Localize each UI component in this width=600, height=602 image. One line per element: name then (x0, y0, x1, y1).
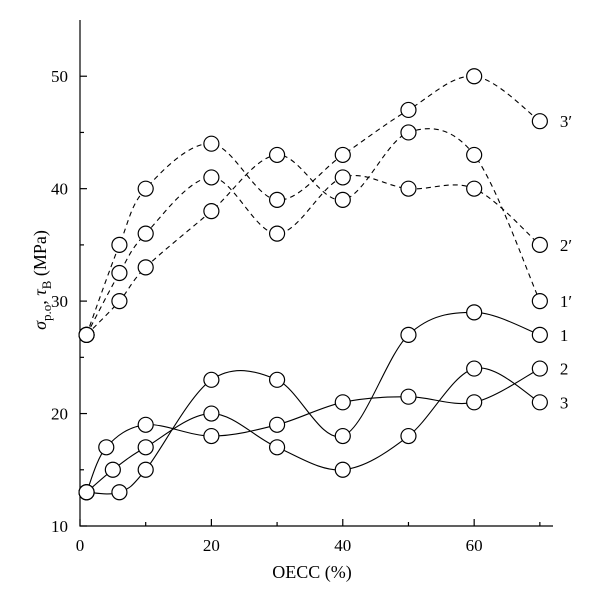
data-point (111, 236, 128, 253)
data-point (268, 191, 286, 209)
data-point (400, 326, 417, 343)
series-curves (86, 75, 541, 495)
data-point (111, 264, 128, 282)
data-point (400, 388, 417, 405)
x-tick-label: 40 (334, 536, 351, 555)
data-point (466, 304, 483, 321)
data-point (137, 461, 154, 478)
data-point (531, 360, 548, 377)
y-tick-label: 20 (51, 405, 68, 424)
data-point (137, 225, 154, 242)
data-point (268, 225, 286, 242)
y-tick-label: 40 (51, 180, 68, 199)
x-axis-title: OECC (%) (272, 562, 352, 583)
data-point (137, 439, 154, 456)
y-tick-label: 30 (51, 292, 68, 311)
x-tick-label: 20 (203, 536, 220, 555)
data-point (466, 360, 483, 377)
series-label-4: 1′ (560, 292, 572, 311)
data-point (78, 326, 95, 343)
data-point (98, 439, 115, 456)
y-axis-sigma-sub: p.o (39, 305, 54, 321)
y-axis-unit: (MPa) (30, 230, 51, 281)
data-point (111, 484, 128, 501)
data-point (334, 146, 351, 164)
data-point (268, 146, 286, 164)
data-point (400, 124, 417, 141)
series-labels: 1 2 3 1′ 2′ 3′ (560, 112, 572, 412)
series-label-2: 2 (560, 360, 569, 379)
series-line-3 (86, 367, 541, 493)
data-point (104, 461, 121, 478)
y-axis-title: σp.o, τB (MPa) (30, 230, 54, 330)
data-point (531, 236, 548, 253)
data-point (203, 371, 220, 388)
series-markers (78, 68, 548, 501)
y-axis-sigma: σ (30, 320, 50, 330)
data-point (203, 135, 220, 152)
data-point (531, 394, 548, 411)
data-point (137, 180, 154, 197)
series-line-1 (86, 311, 541, 495)
series-label-1: 1 (560, 326, 569, 345)
data-point (334, 427, 351, 445)
data-point (400, 101, 417, 119)
axes: 10 20 30 40 50 0 20 40 60 (51, 20, 553, 555)
series-label-3: 3 (560, 393, 569, 412)
series-line-2 (86, 368, 541, 493)
data-point (78, 484, 95, 501)
data-point (334, 461, 351, 478)
series-line-5 (86, 175, 541, 336)
data-point (400, 427, 417, 445)
data-point (137, 416, 154, 433)
data-point (531, 326, 548, 343)
data-point (466, 68, 483, 85)
data-point (334, 169, 351, 186)
data-point (268, 439, 286, 456)
data-point (466, 146, 483, 164)
y-axis-tau-sub: B (39, 280, 54, 289)
data-point (203, 405, 220, 422)
y-tick-label: 10 (51, 517, 68, 536)
data-point (466, 394, 483, 411)
data-point (466, 180, 483, 197)
x-tick-label: 0 (76, 536, 85, 555)
data-point (203, 169, 220, 186)
series-label-6: 3′ (560, 112, 572, 131)
y-axis-tau: τ (30, 289, 50, 296)
data-point (268, 416, 286, 433)
data-point (334, 394, 351, 411)
y-axis-sep: , (30, 296, 50, 305)
x-tick-label: 60 (466, 536, 483, 555)
data-point (400, 180, 417, 197)
data-point (137, 259, 154, 276)
y-tick-label: 50 (51, 67, 68, 86)
data-point (531, 113, 548, 130)
data-point (203, 427, 220, 445)
data-point (203, 203, 220, 220)
data-point (111, 293, 128, 310)
series-line-6 (86, 75, 541, 336)
data-point (531, 293, 548, 310)
data-point (268, 371, 286, 388)
data-point (334, 191, 351, 209)
series-label-5: 2′ (560, 236, 572, 255)
